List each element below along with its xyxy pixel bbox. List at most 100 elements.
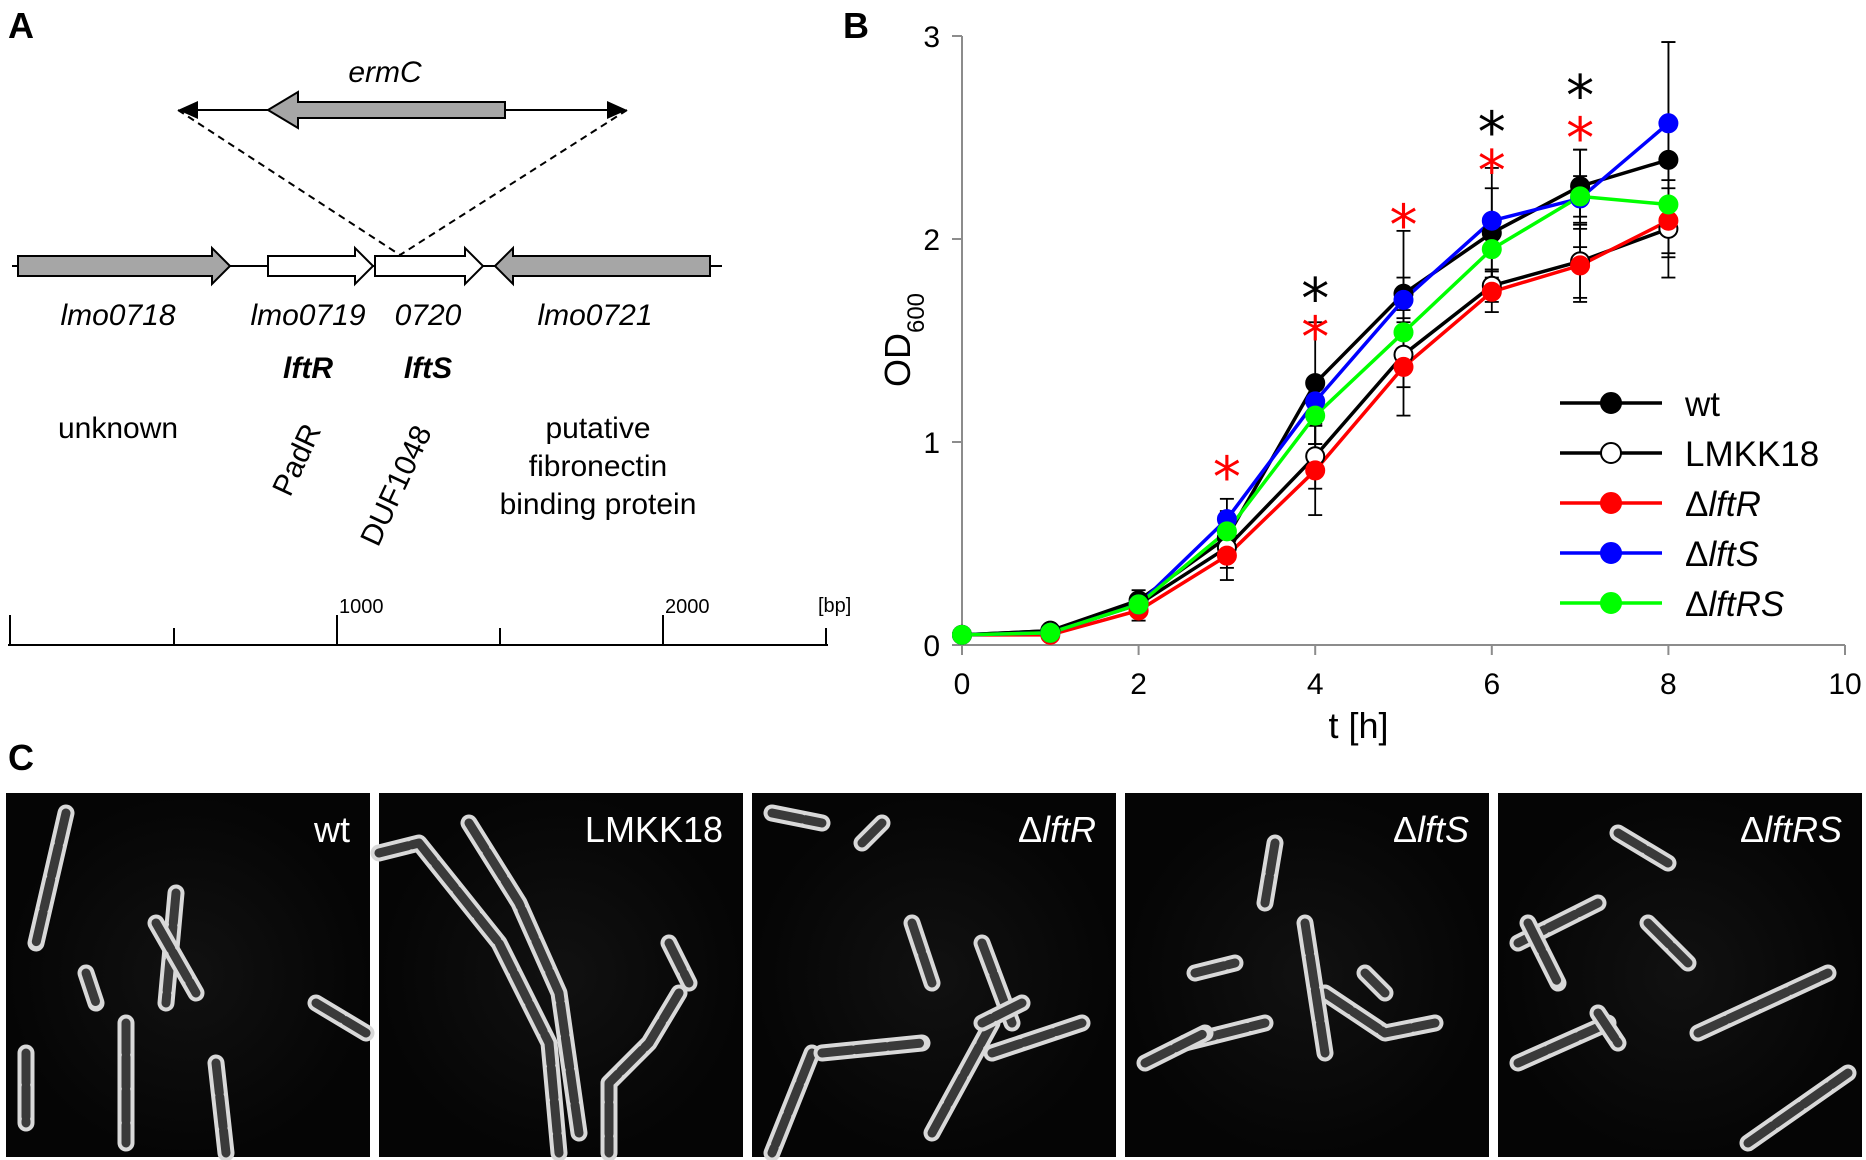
data-point-lftR — [1570, 255, 1591, 276]
chart-legend: wt LMKK18 ΔlftR ΔlftS ΔlftRS — [1560, 385, 1819, 624]
bacterial-cell-interior — [1613, 828, 1673, 868]
bacterial-cell-interior — [31, 808, 71, 948]
bacterial-cell-interior — [1260, 838, 1280, 908]
panel-c: C wt LMKK18 ΔlftR ΔlftS ΔlftRS — [6, 737, 1862, 1160]
bacterial-cell-interior — [1360, 968, 1390, 998]
data-point-lftS — [1658, 113, 1679, 134]
data-point-lftS — [1393, 289, 1414, 310]
gene-name-lmo0721: lmo0721 — [537, 299, 652, 332]
x-tick-label: 0 — [954, 668, 971, 701]
gene-arrow-lftR — [267, 245, 375, 287]
gene-desc-lmo0721-line3: binding protein — [500, 488, 697, 521]
significance-star: * — [1213, 445, 1241, 510]
bacterial-cell-interior — [1320, 988, 1440, 1038]
bacterial-cell-interior — [664, 938, 694, 988]
data-point-lftRS — [1216, 521, 1237, 542]
legend-label-lftS: ΔlftS — [1685, 535, 1759, 574]
scale-label-1000: 1000 — [339, 596, 384, 618]
data-point-wt — [1658, 149, 1679, 170]
micrograph-3: ΔlftR — [752, 793, 1116, 1160]
scale-label-2000: 2000 — [665, 596, 710, 618]
bacterial-cell-interior — [1140, 1028, 1210, 1068]
bacterial-cell-interior — [604, 988, 684, 1158]
significance-star: * — [1478, 139, 1506, 204]
legend-marker-lftRS — [1600, 592, 1622, 614]
panel-c-letter: C — [8, 737, 34, 778]
significance-star: * — [1390, 194, 1418, 259]
legend-label-wt: wt — [1684, 385, 1720, 424]
micrograph-1: wt — [6, 793, 375, 1160]
bacterial-cell-interior — [767, 1048, 817, 1158]
panel-a-letter: A — [8, 5, 34, 46]
data-point-wt — [1305, 373, 1326, 394]
significance-star: * — [1301, 305, 1329, 370]
scale-bar: 1000 2000 [bp] — [8, 595, 851, 646]
significance-star: * — [1301, 267, 1329, 332]
bacterial-cell-interior — [767, 808, 827, 828]
micrograph-5: ΔlftRS — [1498, 793, 1862, 1157]
gene-desc-lmo0718: unknown — [58, 412, 178, 445]
scale-unit: [bp] — [818, 595, 851, 617]
y-axis-title: OD600 — [877, 293, 930, 387]
data-point-lftRS — [1040, 622, 1061, 643]
bacterial-cell-interior — [977, 998, 1027, 1028]
bacterial-cell-interior — [81, 968, 101, 1008]
bacterial-cell-interior — [817, 1038, 927, 1058]
legend-marker-lftR — [1600, 492, 1622, 514]
bacterial-cell-interior — [374, 838, 564, 1158]
bacterial-cell-interior — [151, 918, 201, 998]
significance-star: * — [1566, 64, 1594, 129]
bacterial-cell-interior — [857, 818, 887, 848]
x-tick-label: 4 — [1307, 668, 1324, 701]
legend-marker-lftS — [1600, 542, 1622, 564]
bacterial-cell-interior — [1300, 918, 1330, 1058]
data-point-lftRS — [1305, 405, 1326, 426]
gene-map — [12, 245, 722, 287]
significance-star: * — [1566, 106, 1594, 171]
gene-arrow-lmo0718 — [17, 245, 232, 287]
bacterial-cell-interior — [1693, 968, 1833, 1038]
legend-marker-wt — [1600, 392, 1622, 414]
data-point-lftRS — [1481, 239, 1502, 260]
panel-a: A ermC lmo0718 lmo0719 0720 lmo0721 lftR… — [8, 5, 851, 646]
gene-desc-lftR: PadR — [266, 419, 328, 501]
data-point-lftRS — [1570, 186, 1591, 207]
ermc-insert: ermC — [177, 56, 628, 256]
gene-name-lmo0719: lmo0719 — [250, 299, 365, 332]
micrograph-2: LMKK18 — [370, 793, 743, 1160]
data-point-lftR — [1481, 281, 1502, 302]
micrograph-label: ΔlftS — [1393, 809, 1469, 850]
bacterial-cell-interior — [1513, 1018, 1613, 1068]
bacterial-cell-interior — [211, 1058, 231, 1158]
insert-dash-left — [177, 109, 401, 256]
gene-arrow-lmo0721 — [493, 245, 711, 287]
bacterial-cell-interior — [1190, 958, 1240, 978]
y-tick-label: 1 — [923, 427, 940, 460]
chart-axes: 0 1 2 3 0 2 4 6 8 10 t [h] OD600 — [877, 21, 1862, 746]
bacterial-cell-interior — [1743, 1068, 1853, 1148]
bacterial-cell-interior — [907, 918, 937, 988]
gene-desc-lmo0721-line2: fibronectin — [529, 450, 667, 483]
data-point-lftRS — [1393, 322, 1414, 343]
micrograph-label: ΔlftR — [1018, 809, 1096, 850]
bacterial-cell-interior — [987, 1018, 1087, 1058]
bacterial-cell-interior — [1593, 1008, 1623, 1048]
significance-star: * — [1478, 100, 1506, 165]
legend-marker-LMKK18 — [1600, 442, 1622, 464]
ermc-arrow — [266, 90, 506, 130]
y-tick-label: 2 — [923, 224, 940, 257]
y-tick-label: 0 — [923, 630, 940, 663]
micrograph-label: LMKK18 — [585, 809, 723, 850]
bacterial-cell-interior — [1523, 918, 1563, 988]
legend-label-lftRS: ΔlftRS — [1685, 585, 1784, 624]
micrograph-label: wt — [313, 809, 350, 850]
legend-label-lftR: ΔlftR — [1685, 485, 1761, 524]
data-point-lftR — [1393, 356, 1414, 377]
insert-left-arrowhead — [178, 101, 198, 119]
bacterial-cell-interior — [464, 818, 584, 1138]
legend-label-LMKK18: LMKK18 — [1685, 435, 1819, 474]
insert-right-arrowhead — [607, 101, 627, 119]
